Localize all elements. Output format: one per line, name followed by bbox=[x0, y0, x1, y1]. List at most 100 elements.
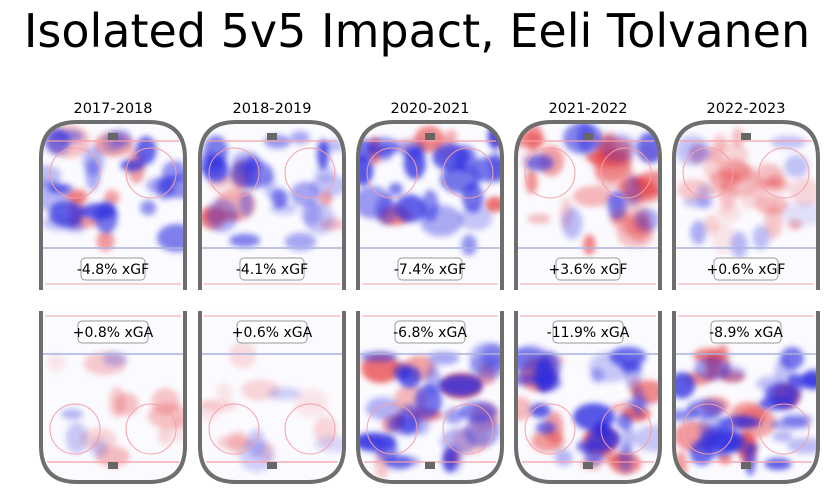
xgf-value-label: +3.6% xGF bbox=[549, 262, 628, 278]
xgf-label-box bbox=[80, 257, 146, 281]
density-blob bbox=[516, 396, 533, 421]
density-blob bbox=[360, 351, 398, 362]
density-blob bbox=[618, 443, 633, 473]
season-panel: 2020-2021 -7.4% xGF -6.8% xGA bbox=[356, 101, 504, 484]
density-blob bbox=[731, 127, 745, 148]
faceoff-circle bbox=[600, 147, 652, 199]
density-blob bbox=[461, 234, 477, 256]
density-blob bbox=[358, 185, 393, 219]
season-panel: 2017-2018 -4.8% xGF +0.8% xGA bbox=[39, 101, 187, 484]
density-blob bbox=[140, 200, 157, 216]
density-blob bbox=[440, 165, 481, 194]
faceoff-circle bbox=[125, 147, 177, 199]
xgf-label-box bbox=[397, 257, 463, 281]
density-blob bbox=[754, 195, 789, 215]
density-blob bbox=[395, 194, 426, 223]
density-blob bbox=[616, 413, 633, 430]
density-blob bbox=[458, 206, 493, 231]
density-blob bbox=[464, 415, 500, 448]
density-blob bbox=[488, 150, 502, 180]
rink-boards-top bbox=[672, 120, 820, 290]
goal-net bbox=[108, 133, 118, 140]
xgf-value-label: -4.8% xGF bbox=[77, 262, 149, 278]
density-blob bbox=[527, 213, 551, 224]
faceoff-circle bbox=[284, 147, 336, 199]
density-blob bbox=[609, 192, 624, 210]
density-blob bbox=[239, 191, 254, 217]
density-blob bbox=[576, 440, 595, 453]
density-blob bbox=[247, 429, 265, 459]
density-blob bbox=[531, 429, 565, 452]
rink-boards-bottom bbox=[356, 311, 504, 484]
density-blob bbox=[47, 354, 66, 372]
xga-value-label: +0.6% xGA bbox=[232, 325, 313, 341]
density-blob bbox=[621, 424, 635, 451]
density-blob bbox=[293, 388, 329, 418]
faceoff-circle bbox=[208, 147, 260, 199]
density-blob bbox=[391, 140, 426, 155]
density-blob bbox=[718, 415, 762, 429]
density-blob bbox=[554, 449, 573, 466]
density-blob bbox=[703, 215, 720, 234]
faceoff-circle bbox=[682, 147, 734, 199]
density-blob bbox=[525, 170, 538, 195]
xga-label-box bbox=[552, 320, 624, 344]
density-blob bbox=[388, 419, 406, 430]
xga-value-label: -6.8% xGA bbox=[393, 325, 467, 341]
season-panel: 2018-2019 -4.1% xGF +0.6% xGA bbox=[198, 101, 346, 484]
rink-boards-bottom bbox=[514, 311, 662, 484]
density-blob bbox=[200, 152, 226, 176]
density-blob bbox=[314, 165, 335, 182]
density-blob bbox=[789, 178, 818, 207]
density-blob bbox=[751, 180, 768, 201]
density-blob bbox=[269, 202, 298, 215]
density-blob bbox=[752, 225, 770, 250]
faceoff-circle bbox=[49, 147, 101, 199]
goal-net bbox=[741, 133, 751, 140]
density-blob bbox=[47, 183, 73, 194]
xgf-label-box bbox=[713, 257, 779, 281]
density-blob bbox=[561, 207, 583, 240]
density-blob bbox=[683, 197, 714, 208]
season-panel: 2021-2022 +3.6% xGF -11.9% xGA bbox=[514, 101, 662, 484]
season-label: 2017-2018 bbox=[73, 101, 152, 117]
density-blob bbox=[529, 403, 551, 418]
season-label: 2020-2021 bbox=[390, 101, 469, 117]
density-blob bbox=[525, 123, 543, 152]
density-blob bbox=[624, 175, 642, 207]
density-blob bbox=[82, 146, 105, 176]
faceoff-circle bbox=[366, 147, 418, 199]
xga-value-label: +0.8% xGA bbox=[73, 325, 154, 341]
density-blob bbox=[108, 386, 125, 419]
xgf-value-label: +0.6% xGF bbox=[707, 262, 786, 278]
goal-net bbox=[741, 462, 751, 469]
density-blob bbox=[206, 199, 238, 233]
density-blob bbox=[94, 201, 118, 234]
density-blob bbox=[533, 360, 555, 393]
density-blob bbox=[781, 413, 812, 425]
density-blob bbox=[216, 382, 232, 401]
season-label: 2021-2022 bbox=[548, 101, 627, 117]
density-blob bbox=[718, 183, 739, 206]
goal-net bbox=[583, 133, 593, 140]
faceoff-circle bbox=[125, 403, 177, 455]
rink-boards-top bbox=[198, 120, 346, 290]
goal-net bbox=[108, 462, 118, 469]
density-blob bbox=[358, 432, 383, 449]
density-blob bbox=[231, 150, 261, 175]
density-blob bbox=[314, 436, 344, 453]
density-blob bbox=[759, 396, 797, 411]
density-blob bbox=[709, 170, 740, 189]
density-blob bbox=[65, 421, 88, 454]
density-blob bbox=[65, 189, 88, 204]
season-label: 2018-2019 bbox=[232, 101, 311, 117]
density-blob bbox=[770, 135, 806, 149]
goal-net bbox=[425, 133, 435, 140]
goal-net bbox=[425, 462, 435, 469]
faceoff-circle bbox=[284, 403, 336, 455]
density-blob bbox=[229, 233, 261, 248]
chart-title: Isolated 5v5 Impact, Eeli Tolvanen bbox=[23, 4, 811, 58]
density-blob bbox=[720, 365, 746, 382]
faceoff-circle bbox=[758, 403, 810, 455]
faceoff-circle bbox=[442, 147, 494, 199]
